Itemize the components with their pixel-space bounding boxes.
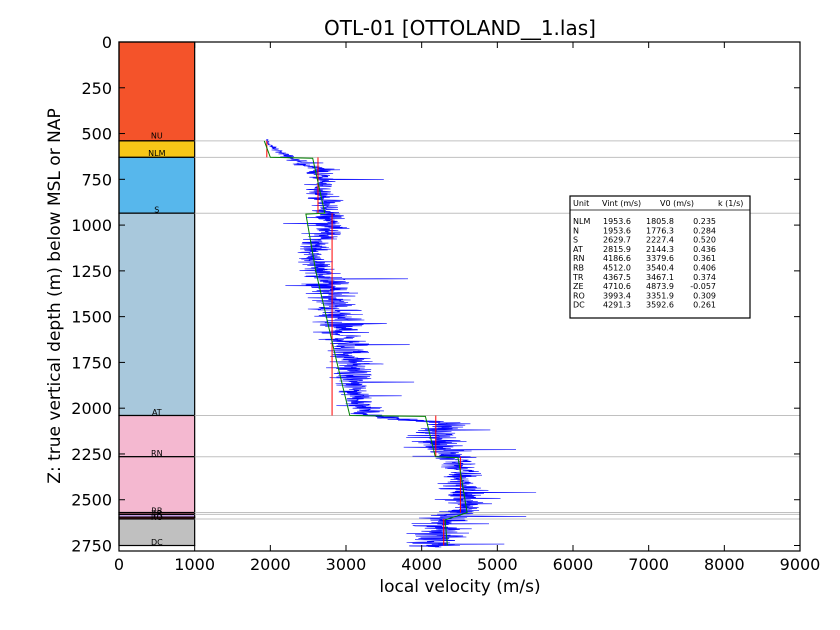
table-cell: N — [573, 226, 579, 235]
table-cell: 4367.5 — [603, 273, 631, 282]
table-cell: RB — [573, 264, 584, 273]
y-tick-label: 2500 — [71, 491, 112, 510]
y-tick-label: 1250 — [71, 262, 112, 281]
table-frame — [569, 195, 751, 319]
trend-fit-series — [263, 140, 468, 546]
unit-band-rn — [118, 414, 196, 458]
table-cell: 3351.9 — [646, 291, 674, 300]
plot-frame — [118, 41, 801, 552]
table-header-cell: Vint (m/s) — [602, 199, 641, 208]
horizon-label: TR — [151, 509, 163, 518]
x-tick-label: 8000 — [704, 555, 745, 574]
y-tick-label: 250 — [81, 79, 112, 98]
table-cell: 0.374 — [693, 273, 716, 282]
table-header-cell: k (1/s) — [718, 199, 743, 208]
x-tick-label: 6000 — [553, 555, 594, 574]
horizon-label: NU — [151, 131, 163, 140]
chart-title: OTL-01 [OTTOLAND__1.las] — [324, 16, 596, 40]
table-cell: 4873.9 — [646, 282, 674, 291]
table-cell: 1805.8 — [646, 217, 674, 226]
velocity-log-series — [266, 139, 537, 548]
table-cell: 3592.6 — [646, 301, 674, 310]
y-tick-label: 500 — [81, 125, 112, 144]
y-axis-label: Z: true vertical depth (m) below MSL or … — [45, 108, 65, 483]
x-tick-label: 9000 — [780, 555, 821, 574]
x-tick-label: 4000 — [401, 555, 442, 574]
trend-fit-line — [263, 140, 468, 546]
table-cell: RN — [573, 254, 585, 263]
table-header-cell: V0 (m/s) — [660, 199, 694, 208]
table-cell: S — [573, 236, 578, 245]
table-cell: 4291.3 — [603, 301, 631, 310]
table-cell: 3993.4 — [603, 291, 631, 300]
x-tick-label: 7000 — [628, 555, 669, 574]
unit-band-dc — [118, 518, 196, 547]
unit-band-at — [118, 212, 196, 417]
table-cell: 3379.6 — [646, 254, 674, 263]
y-tick-label: 1750 — [71, 353, 112, 372]
table-cell: 4710.6 — [603, 282, 631, 291]
horizon-label: NLM — [148, 149, 165, 158]
y-tick-label: 1000 — [71, 216, 112, 235]
table-cell: 1953.6 — [603, 217, 631, 226]
table-cell: 0.406 — [693, 264, 716, 273]
horizon-label: DC — [151, 538, 163, 547]
y-tick-label: 2250 — [71, 445, 112, 464]
table-cell: 3540.4 — [646, 264, 674, 273]
x-axis-label: local velocity (m/s) — [379, 577, 540, 597]
horizon-label: RN — [151, 449, 163, 458]
table-cell: AT — [573, 245, 583, 254]
unit-band-rb — [118, 456, 196, 514]
table-cell: NLM — [573, 217, 590, 226]
y-tick-label: 1500 — [71, 308, 112, 327]
stratigraphic-column — [118, 41, 196, 547]
y-tick-label: 2000 — [71, 399, 112, 418]
y-axis-ticks: 0 250 500 750 1000 1250 1500 1750 2000 2250 2500 27… — [71, 33, 800, 556]
table-cell: 1953.6 — [603, 226, 631, 235]
y-tick-label: 2750 — [71, 537, 112, 556]
table-cell: 0.309 — [693, 291, 716, 300]
x-tick-label: 5000 — [477, 555, 518, 574]
table-cell: 2144.3 — [646, 245, 674, 254]
x-tick-label: 2000 — [250, 555, 291, 574]
table-cell: 4512.0 — [603, 264, 631, 273]
horizon-label: RO — [151, 513, 163, 522]
x-axis-ticks: 0 1000 2000 3000 4000 5000 6000 7000 8000 9000 — [114, 42, 820, 574]
table-cell: 4186.6 — [603, 254, 631, 263]
table-cell: ZE — [573, 282, 584, 291]
x-tick-label: 0 — [114, 555, 124, 574]
table-header-cell: Unit — [573, 199, 589, 208]
table-cell: 0.261 — [693, 301, 716, 310]
table-cell: 2815.9 — [603, 245, 631, 254]
unit-band-nu — [118, 41, 196, 142]
horizon-label: AT — [152, 408, 162, 417]
table-cell: 0.235 — [693, 217, 716, 226]
table-cell: 0.361 — [693, 254, 716, 263]
horizon-label: RB — [151, 507, 162, 516]
interval-velocity-series — [266, 140, 461, 546]
velocity-parameter-table: Unit Vint (m/s) V0 (m/s) k (1/s) NLM 1953.6 18… — [569, 195, 751, 319]
y-tick-label: 750 — [81, 170, 112, 189]
table-cell: TR — [572, 273, 584, 282]
table-cell: DC — [573, 301, 585, 310]
x-tick-label: 3000 — [326, 555, 367, 574]
horizon-lines — [194, 140, 800, 520]
table-cell: 1776.3 — [646, 226, 674, 235]
y-tick-label: 0 — [102, 33, 112, 52]
unit-band-s — [118, 156, 196, 214]
table-cell: RO — [573, 291, 585, 300]
table-cell: 0.520 — [693, 236, 716, 245]
table-cell: 2227.4 — [646, 236, 674, 245]
table-cell: 0.436 — [693, 245, 716, 254]
table-cell: -0.057 — [690, 282, 716, 291]
table-cell: 3467.1 — [646, 273, 674, 282]
x-tick-label: 1000 — [174, 555, 215, 574]
table-cell: 0.284 — [693, 226, 716, 235]
velocity-log-line — [266, 139, 537, 548]
table-cell: 2629.7 — [603, 236, 631, 245]
horizon-label: S — [154, 206, 159, 215]
